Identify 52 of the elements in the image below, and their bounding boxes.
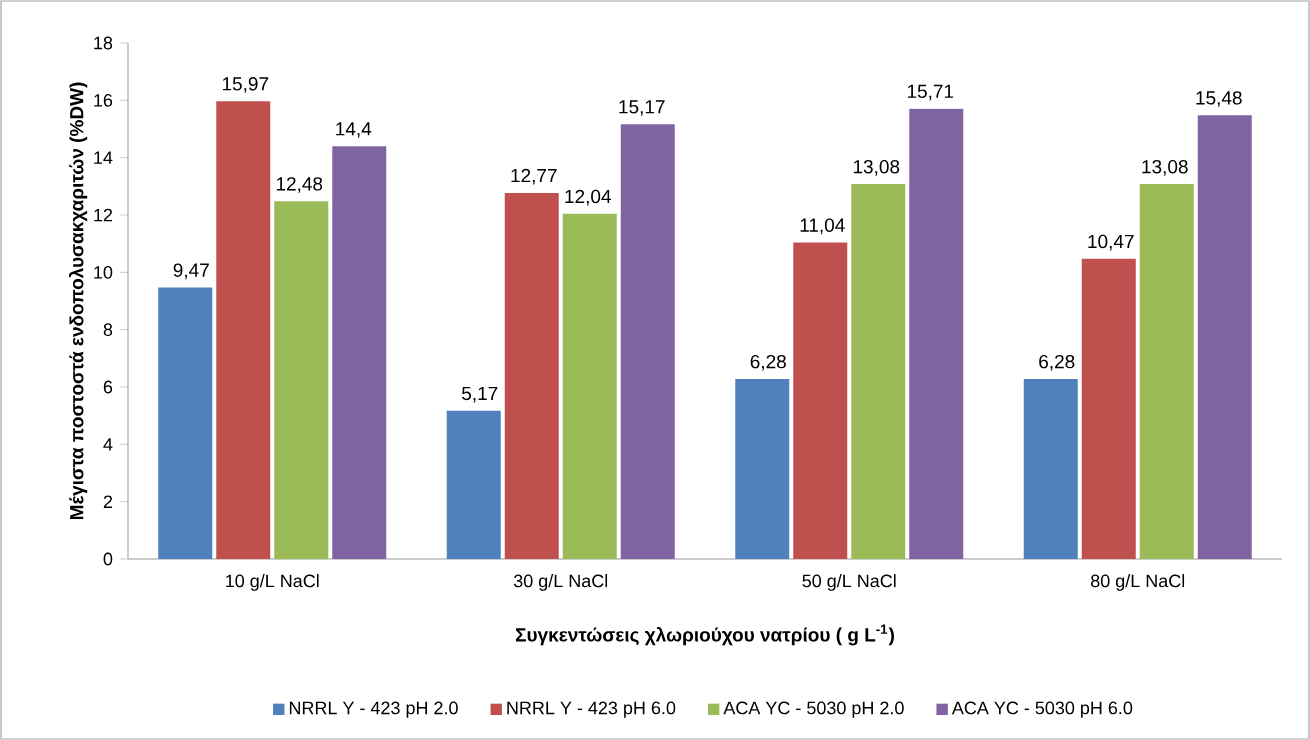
- y-tick-label: 12: [94, 208, 113, 222]
- bar: [1023, 378, 1078, 560]
- data-label: 10,47: [1088, 234, 1134, 251]
- bar: [446, 410, 501, 560]
- bar: [274, 201, 329, 560]
- x-axis-title: Συγκεντώσεις χλωριούχου νατρίου ( g L$^{-1}$): [515, 624, 894, 646]
- y-tick-label: 16: [94, 93, 113, 107]
- y-tick-label: 2: [103, 495, 113, 508]
- bar: [620, 124, 675, 560]
- data-label: 12,77: [511, 168, 557, 185]
- y-tick-label: 18: [94, 36, 113, 50]
- bar: [216, 101, 271, 560]
- data-label: 13,08: [1142, 159, 1188, 176]
- legend-label: NRRL Y - 423 pH 6.0: [507, 701, 676, 718]
- x-tick-label: 80 g/L NaCl: [1091, 574, 1185, 591]
- bar: [851, 184, 906, 560]
- data-label: 5,17: [462, 386, 498, 403]
- x-tick-label: 10 g/L NaCl: [226, 574, 319, 591]
- data-label: 15,71: [907, 84, 954, 101]
- y-tick-label: 8: [103, 323, 113, 337]
- bar: [332, 146, 387, 560]
- data-label: 12,48: [276, 177, 323, 193]
- data-label: 13,08: [853, 159, 900, 176]
- bar: [1139, 184, 1194, 560]
- bar: [562, 213, 617, 560]
- bar: [1197, 115, 1252, 560]
- bar: [1081, 258, 1136, 560]
- data-label: 15,48: [1196, 91, 1242, 107]
- x-tick-label: 30 g/L NaCl: [513, 574, 608, 591]
- data-label: 14,4: [336, 122, 372, 138]
- y-tick-label: 6: [103, 380, 113, 394]
- data-label: 9,47: [173, 263, 209, 280]
- data-label: 6,28: [750, 354, 786, 371]
- data-label: 6,28: [1039, 354, 1075, 371]
- y-tick-label: 4: [103, 438, 113, 451]
- legend-label: ACA YC - 5030 pH 2.0: [723, 701, 904, 718]
- x-tick-label: 50 g/L NaCl: [802, 574, 896, 591]
- bar: [793, 242, 848, 560]
- y-axis-title: Μέγιστα ποστοστά ενδοπολυσακχαριτών (%DW): [68, 82, 88, 520]
- bar: [158, 287, 213, 560]
- legend-label: NRRL Y - 423 pH 2.0: [289, 701, 458, 718]
- data-label: 11,04: [800, 218, 845, 235]
- y-tick-label: 0: [103, 552, 113, 566]
- data-label: 15,97: [222, 77, 269, 93]
- bar: [909, 108, 964, 560]
- bar: [735, 378, 790, 560]
- legend-label: ACA YC - 5030 pH 6.0: [951, 701, 1133, 718]
- data-label: 15,17: [619, 100, 665, 116]
- data-label: 12,04: [565, 189, 611, 206]
- y-tick-label: 10: [94, 265, 113, 279]
- y-tick-label: 14: [94, 151, 113, 164]
- bar: [504, 192, 559, 560]
